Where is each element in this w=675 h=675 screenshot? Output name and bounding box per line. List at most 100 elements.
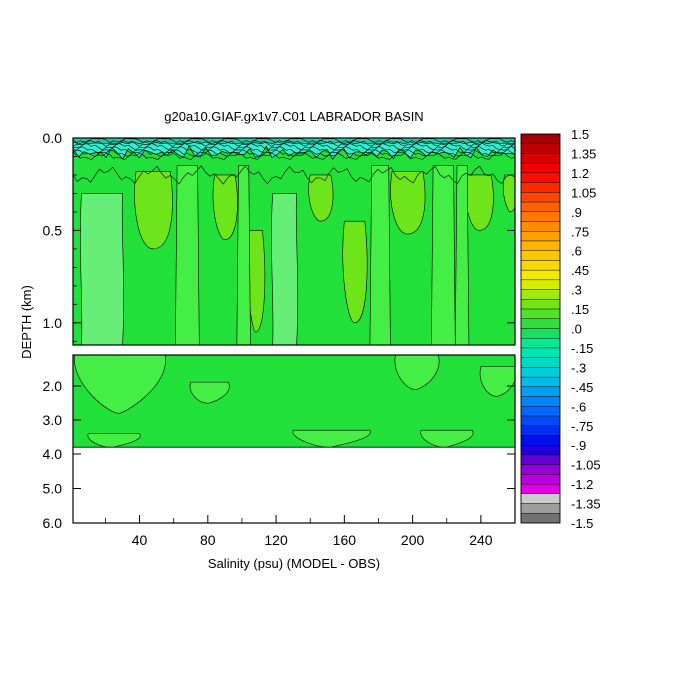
colorbar-swatch <box>520 308 561 319</box>
surface-contour <box>73 152 515 161</box>
colorbar-swatch <box>520 513 561 524</box>
y-tick-label: 3.0 <box>43 412 63 428</box>
upper-y-ticks: 0.0 0.5 1.0 <box>43 130 515 342</box>
colorbar-label: -.3 <box>571 360 586 375</box>
x-ticks: 40 80 120 160 200 240 <box>105 515 493 548</box>
colorbar-label: .3 <box>571 283 582 298</box>
colorbar-label: 1.35 <box>571 146 596 161</box>
colorbar-swatch <box>520 133 561 144</box>
colorbar-label: -.75 <box>571 419 593 434</box>
y-tick-label: 0.5 <box>43 222 63 238</box>
salty-column <box>502 174 515 213</box>
colorbar-swatch <box>520 415 561 426</box>
salty-column <box>134 170 173 250</box>
colorbar-swatch <box>520 231 561 242</box>
colorbar-label: -1.5 <box>571 516 593 531</box>
colorbar-swatch <box>520 240 561 251</box>
colorbar: 1.5 1.35 1.2 1.05 .9 .75 .6 .45 .3 .15 .0 -.15 -.3 -.… <box>520 127 601 531</box>
salty-column <box>308 174 334 222</box>
colorbar-swatch <box>520 299 561 310</box>
upper-panel-frame <box>72 137 516 346</box>
chart-title: g20a10.GIAF.gx1v7.C01 LABRADOR BASIN <box>164 109 423 124</box>
x-axis-label: Salinity (psu) (MODEL - OBS) <box>208 556 380 571</box>
surface-contour <box>73 142 515 151</box>
colorbar-swatch <box>520 289 561 300</box>
y-tick-label: 2.0 <box>43 378 63 394</box>
lower-blob <box>479 366 515 397</box>
colorbar-label: -1.35 <box>571 497 601 512</box>
colorbar-swatch <box>520 250 561 261</box>
x-tick-label: 80 <box>200 532 216 548</box>
lower-panel-frame <box>72 354 516 524</box>
lower-panel: 2.0 3.0 4.0 5.0 6.0 40 80 120 160 200 240 <box>43 354 516 548</box>
colorbar-swatch <box>520 269 561 281</box>
mid-contour <box>73 165 515 185</box>
upper-panel: 0.0 0.5 1.0 <box>43 130 516 346</box>
colorbar-frame <box>520 133 561 524</box>
surface-contour <box>73 149 515 158</box>
colorbar-swatch <box>520 143 561 154</box>
colorbar-label: 1.5 <box>571 127 589 142</box>
x-tick-label: 160 <box>333 532 357 548</box>
y-tick-label: 6.0 <box>43 515 63 531</box>
colorbar-swatch <box>520 162 561 174</box>
plume <box>369 165 391 345</box>
colorbar-label: 1.05 <box>571 185 596 200</box>
y-tick-label: 4.0 <box>43 446 63 462</box>
salty-column <box>342 220 368 324</box>
salty-column <box>390 170 426 235</box>
colorbar-label: .6 <box>571 244 582 259</box>
x-tick-label: 240 <box>469 532 493 548</box>
fresh-column <box>80 193 124 345</box>
colorbar-swatch <box>520 201 561 212</box>
colorbar-swatch <box>520 279 561 290</box>
colorbar-swatch <box>520 396 561 407</box>
x-tick-label: 40 <box>132 532 148 548</box>
lower-blob <box>189 381 230 404</box>
colorbar-swatch <box>520 425 561 436</box>
upper-salinity-field <box>73 138 515 345</box>
y-axis-label: DEPTH (km) <box>19 285 34 359</box>
colorbar-swatch <box>520 153 561 164</box>
colorbar-swatch <box>520 347 561 358</box>
surface-contour <box>73 139 515 147</box>
colorbar-swatch <box>520 367 561 378</box>
colorbar-swatch <box>520 211 561 222</box>
colorbar-label: .45 <box>571 263 589 278</box>
y-tick-label: 0.0 <box>43 130 63 146</box>
lower-y-ticks: 2.0 3.0 4.0 5.0 6.0 <box>43 378 515 531</box>
colorbar-swatch <box>520 454 561 465</box>
plume <box>236 165 251 345</box>
lower-blob <box>74 355 166 414</box>
colorbar-swatch <box>520 328 561 339</box>
colorbar-swatch <box>520 172 561 183</box>
colorbar-label: .9 <box>571 205 582 220</box>
colorbar-swatch <box>520 338 561 349</box>
colorbar-label: 1.2 <box>571 166 589 181</box>
no-data-region <box>73 447 515 449</box>
colorbar-label: -1.2 <box>571 477 593 492</box>
colorbar-swatch <box>520 221 561 232</box>
surface-contour <box>73 138 515 143</box>
x-tick-label: 200 <box>401 532 425 548</box>
colorbar-swatch <box>520 445 561 456</box>
x-tick-label: 120 <box>264 532 288 548</box>
plume <box>431 165 456 345</box>
colorbar-swatch <box>520 435 561 446</box>
colorbar-swatch <box>520 318 561 329</box>
colorbar-label: .75 <box>571 224 589 239</box>
colorbar-label: -.15 <box>571 341 593 356</box>
colorbar-swatch <box>520 406 561 417</box>
colorbar-swatch <box>520 182 561 193</box>
plume <box>175 165 200 345</box>
y-tick-label: 5.0 <box>43 481 63 497</box>
colorbar-swatch <box>520 493 561 504</box>
colorbar-label: -.9 <box>571 438 586 453</box>
plume <box>454 165 470 345</box>
lower-blob <box>394 355 440 390</box>
colorbar-swatch <box>520 386 561 397</box>
colorbar-swatch <box>520 260 561 271</box>
colorbar-swatch <box>520 357 561 368</box>
salty-column <box>212 174 238 240</box>
